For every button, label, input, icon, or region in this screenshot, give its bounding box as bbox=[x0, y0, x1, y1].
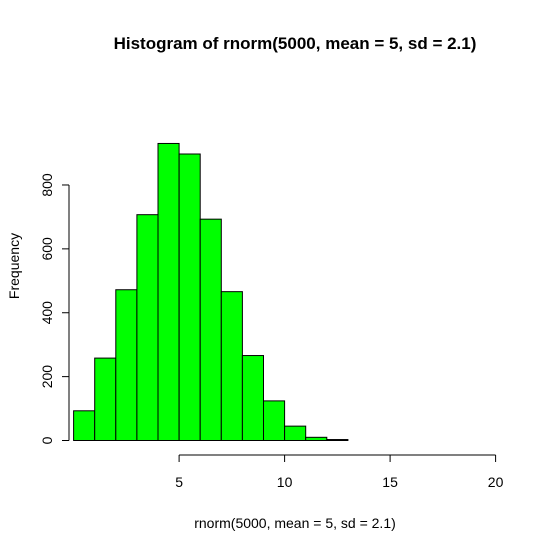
x-tick-label: 5 bbox=[175, 474, 183, 490]
y-tick-label: 200 bbox=[39, 365, 55, 389]
histogram-bar bbox=[241, 355, 264, 442]
y-axis: 0 200 400 600 800 bbox=[39, 173, 70, 444]
histogram-bar bbox=[220, 291, 243, 441]
bars-group bbox=[73, 142, 349, 442]
y-axis-label: Frequency bbox=[6, 233, 22, 299]
x-axis-label: rnorm(5000, mean = 5, sd = 2.1) bbox=[194, 515, 396, 531]
histogram-bar bbox=[199, 218, 222, 441]
y-tick-label: 400 bbox=[39, 301, 55, 325]
histogram-bar bbox=[115, 289, 138, 441]
histogram-bar bbox=[305, 436, 328, 441]
histogram-bar bbox=[178, 153, 201, 441]
x-tick-label: 20 bbox=[488, 474, 504, 490]
x-axis: 5 10 15 20 bbox=[175, 454, 504, 490]
x-tick-label: 15 bbox=[382, 474, 398, 490]
histogram-bar bbox=[326, 439, 349, 442]
y-tick-label: 0 bbox=[39, 436, 55, 444]
histogram-bar bbox=[136, 214, 159, 441]
x-tick-label: 10 bbox=[277, 474, 293, 490]
histogram-bar bbox=[284, 425, 307, 442]
histogram-bar bbox=[263, 400, 286, 442]
y-tick-label: 600 bbox=[39, 237, 55, 261]
histogram-bar bbox=[94, 357, 117, 441]
histogram-bar bbox=[157, 142, 180, 442]
y-tick-label: 800 bbox=[39, 173, 55, 197]
histogram-bar bbox=[73, 410, 96, 441]
chart-title: Histogram of rnorm(5000, mean = 5, sd = … bbox=[114, 34, 477, 53]
